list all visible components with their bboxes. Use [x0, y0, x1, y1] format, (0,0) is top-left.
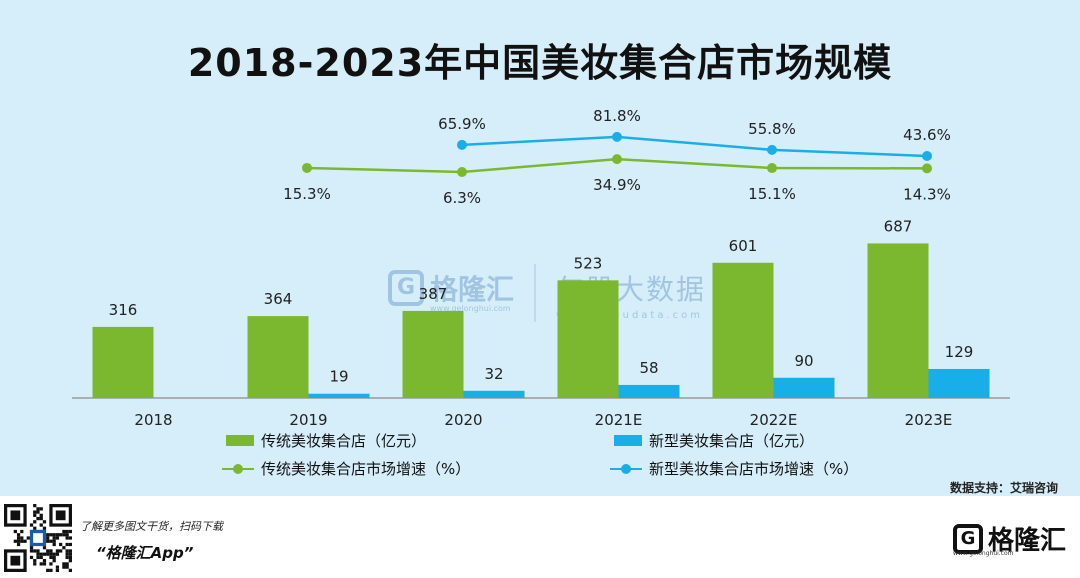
- label-new-growth-2022E: 55.8%: [748, 120, 796, 138]
- bar-label-traditional-2020: 387: [419, 285, 448, 303]
- label-traditional-growth-2021E: 34.9%: [593, 176, 641, 194]
- footer: 了解更多图文干货，扫码下载 “格隆汇App” G 格隆汇 www.gelongh…: [0, 496, 1080, 578]
- label-new-growth-2021E: 81.8%: [593, 107, 641, 125]
- point-traditional-growth-2021E: [612, 154, 622, 165]
- promo-text: 了解更多图文干货，扫码下载: [80, 520, 223, 533]
- legend-item-bar1: 传统美妆集合店（亿元）: [226, 430, 426, 451]
- bar-label-traditional-2018: 316: [109, 301, 138, 319]
- legend-label-line2: 新型美妆集合店市场增速（%）: [649, 460, 859, 478]
- qr-code-icon: [4, 504, 72, 572]
- label-traditional-growth-2023E: 14.3%: [903, 185, 951, 203]
- bar-label-new-2023E: 129: [945, 343, 974, 361]
- x-tick-2018: 2018: [134, 411, 172, 429]
- point-traditional-growth-2023E: [922, 163, 932, 174]
- legend-swatch-bar1: [226, 435, 254, 446]
- line-new-growth: [461, 135, 928, 158]
- bar-traditional-2023E: [867, 243, 929, 398]
- point-new-growth-2021E: [612, 131, 622, 142]
- legend-swatch-line1: [222, 463, 254, 475]
- bar-traditional-2018: [92, 326, 154, 398]
- bar-traditional-2020: [402, 310, 464, 398]
- point-new-growth-2020: [457, 139, 467, 150]
- x-tick-2020: 2020: [444, 411, 482, 429]
- bar-label-traditional-2019: 364: [264, 290, 293, 308]
- legend-label-line1: 传统美妆集合店市场增速（%）: [261, 460, 471, 478]
- gelonghui-watermark: G 格隆汇 www.gelonghui.com: [388, 268, 515, 313]
- label-traditional-growth-2022E: 15.1%: [748, 185, 796, 203]
- bar-new-2023E: [928, 368, 990, 398]
- bar-traditional-2019: [247, 316, 309, 398]
- bar-traditional-2022E: [712, 262, 774, 398]
- bar-label-new-2020: 32: [484, 365, 503, 383]
- gelonghui-logo: G 格隆汇 www.gelonghui.com: [952, 520, 1066, 557]
- label-traditional-growth-2020: 6.3%: [443, 189, 481, 207]
- chart-svg: 316 2018 364 19 2019 387 32 2020 523 58 2021E 601 90…: [72, 107, 1010, 429]
- legend-swatch-bar2: [614, 435, 642, 446]
- legend-item-line1: 传统美妆集合店市场增速（%）: [222, 458, 470, 479]
- data-source: 数据支持：艾瑞咨询: [949, 481, 1058, 495]
- legend-swatch-line2: [610, 463, 642, 475]
- gelonghui-watermark-url: www.gelonghui.com: [430, 304, 511, 313]
- bar-label-new-2022E: 90: [794, 352, 813, 370]
- point-new-growth-2022E: [767, 144, 777, 155]
- gelonghui-logo-url: www.gelonghui.com: [952, 550, 1014, 557]
- point-new-growth-2023E: [922, 151, 932, 161]
- x-tick-2022E: 2022E: [750, 411, 798, 429]
- bar-label-traditional-2021E: 523: [574, 254, 603, 272]
- bar-new-2020: [463, 390, 525, 398]
- legend-item-line2: 新型美妆集合店市场增速（%）: [610, 458, 858, 479]
- bar-new-2019: [308, 393, 370, 398]
- label-new-growth-2023E: 43.6%: [903, 126, 951, 144]
- chart-title: 2018-2023年中国美妆集合店市场规模: [187, 41, 893, 85]
- x-tick-2021E: 2021E: [595, 411, 643, 429]
- watermark-divider: [534, 264, 536, 322]
- x-tick-2019: 2019: [289, 411, 327, 429]
- label-traditional-growth-2019: 15.3%: [283, 185, 331, 203]
- point-traditional-growth-2020: [457, 167, 467, 177]
- point-traditional-growth-2019: [302, 162, 312, 173]
- bar-new-2022E: [773, 377, 835, 398]
- legend-label-bar2: 新型美妆集合店（亿元）: [649, 432, 815, 450]
- bar-label-new-2021E: 58: [639, 359, 658, 377]
- gelonghui-watermark-text: 格隆汇: [430, 273, 515, 306]
- legend-label-bar1: 传统美妆集合店（亿元）: [261, 432, 427, 450]
- legend-item-bar2: 新型美妆集合店（亿元）: [614, 430, 814, 451]
- label-new-growth-2020: 65.9%: [438, 115, 486, 133]
- app-name: “格隆汇App”: [96, 544, 194, 562]
- bar-label-traditional-2022E: 601: [729, 237, 758, 255]
- bar-new-2021E: [618, 384, 680, 398]
- bar-label-new-2019: 19: [329, 368, 348, 386]
- bar-traditional-2021E: [557, 280, 619, 398]
- gelonghui-watermark-logo-icon: G: [388, 270, 424, 306]
- gogudata-watermark-url: www.gogudata.com: [556, 310, 704, 321]
- gelonghui-logo-icon: G: [952, 523, 983, 554]
- point-traditional-growth-2022E: [767, 163, 777, 174]
- gelonghui-logo-text: 格隆汇: [987, 526, 1066, 556]
- x-tick-2023E: 2023E: [905, 411, 953, 429]
- bar-label-traditional-2023E: 687: [884, 217, 913, 235]
